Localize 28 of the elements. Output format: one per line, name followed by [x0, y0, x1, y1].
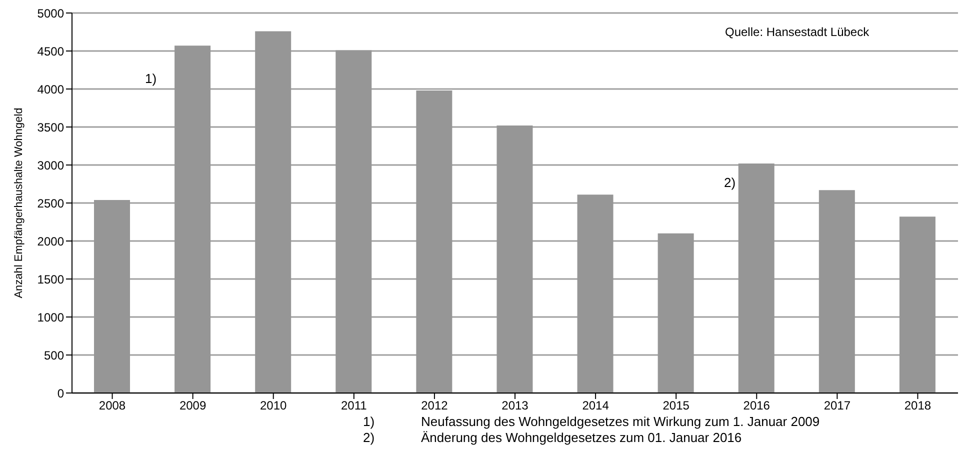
- text: 1) Neufassung des Wohngeldgesetzes mit Wirkung zum 1. Januar 2009: [363, 414, 820, 429]
- annotation: 1): [145, 71, 157, 86]
- x-tick-label: 2013: [502, 398, 529, 413]
- y-tick-label: 3000: [37, 158, 64, 172]
- y-tick-label: 500: [44, 348, 64, 362]
- y-tick-label: 4000: [37, 82, 64, 96]
- x-tick-label: 2011: [341, 398, 368, 413]
- x-tick-label: 2008: [98, 398, 126, 413]
- x-tick-label: 2018: [904, 398, 932, 413]
- annotation: 2): [724, 175, 736, 190]
- y-axis-title: Anzahl Empfängerhaushalte Wohngeld: [12, 108, 25, 298]
- y-tick-label: 1500: [37, 272, 64, 286]
- x-tick-label: 2014: [582, 398, 610, 413]
- x-tick-label: 2010: [260, 398, 288, 413]
- x-tick-label: 2016: [743, 398, 770, 413]
- y-tick-label: 1000: [37, 310, 64, 324]
- x-tick-label: 2012: [421, 398, 448, 413]
- text: 2) Änderung des Wohngeldgesetzes zum 01. Januar 2016: [363, 430, 742, 445]
- x-tick-label: 2009: [179, 398, 206, 413]
- y-tick-label: 4500: [37, 44, 64, 58]
- y-tick-label: 2500: [37, 196, 64, 210]
- x-tick-label: 2015: [662, 398, 690, 413]
- annotation: Quelle: Hansestadt Lübeck: [725, 25, 870, 39]
- y-tick-label: 0: [57, 386, 64, 400]
- y-tick-label: 2000: [37, 234, 64, 248]
- x-tick-label: 2017: [824, 398, 851, 413]
- y-tick-label: 3500: [37, 120, 64, 134]
- y-tick-label: 5000: [37, 6, 64, 20]
